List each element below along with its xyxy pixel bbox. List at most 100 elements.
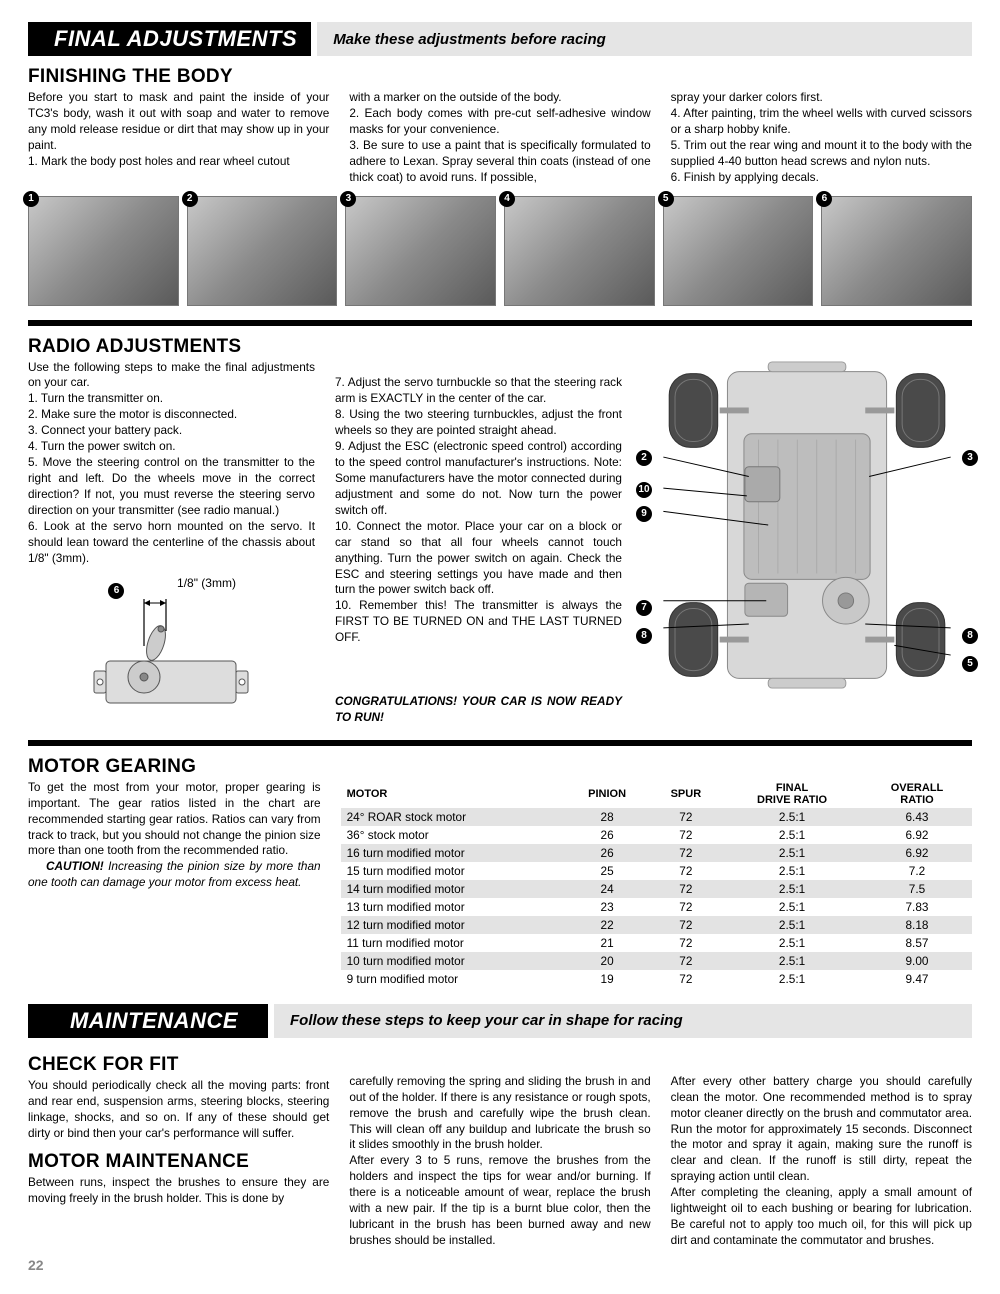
gear-row: 13 turn modified motor23722.5:17.83	[341, 898, 972, 916]
gear-row: 9 turn modified motor19722.5:19.47	[341, 970, 972, 988]
final-adjustments-tab: FINAL ADJUSTMENTS	[28, 22, 311, 56]
gearing-caution-label: CAUTION!	[46, 859, 104, 873]
gear-cell: 26	[565, 826, 650, 844]
gear-cell: 2.5:1	[722, 808, 862, 826]
finishing-photo: 4	[504, 196, 655, 306]
chassis-callout-3: 3	[962, 450, 978, 466]
photo-placeholder	[663, 196, 814, 306]
gear-header: FINAL DRIVE RATIO	[722, 780, 862, 808]
gear-cell: 10 turn modified motor	[341, 952, 565, 970]
servo-label: 1/8" (3mm)	[156, 575, 256, 591]
photo-placeholder	[187, 196, 338, 306]
gear-cell: 6.92	[862, 826, 972, 844]
radio-congrats: CONGRATULATIONS! YOUR CAR IS NOW READY T…	[335, 694, 622, 724]
gear-cell: 72	[650, 844, 723, 862]
servo-diagram: 6 1/8" (3mm)	[28, 575, 315, 715]
radio-list-item: 2. Make sure the motor is disconnected.	[28, 407, 315, 423]
gear-header: PINION	[565, 780, 650, 808]
photo-placeholder	[821, 196, 972, 306]
chassis-diagram: 2 3 10 9 7 8 8 5	[642, 360, 972, 726]
radio-list-item: 1. Turn the transmitter on.	[28, 391, 315, 407]
gear-cell: 72	[650, 880, 723, 898]
gear-cell: 20	[565, 952, 650, 970]
gear-cell: 7.5	[862, 880, 972, 898]
gear-cell: 72	[650, 862, 723, 880]
photo-number-bullet: 5	[658, 191, 674, 207]
finishing-photo: 2	[187, 196, 338, 306]
maintenance-bar: Follow these steps to keep your car in s…	[274, 1004, 972, 1038]
finishing-photo-row: 123456	[28, 196, 972, 306]
gear-cell: 21	[565, 934, 650, 952]
finishing-photo: 3	[345, 196, 496, 306]
check-for-fit-heading: CHECK FOR FIT	[28, 1054, 329, 1076]
chassis-callout-9: 9	[636, 506, 652, 522]
servo-callout-6: 6	[108, 583, 124, 599]
radio-col2-text: 7. Adjust the servo turnbuckle so that t…	[335, 375, 622, 644]
gearing-table-wrap: MOTORPINIONSPURFINAL DRIVE RATIOOVERALL …	[341, 780, 972, 988]
gear-cell: 2.5:1	[722, 844, 862, 862]
maint-col3: After every other battery charge you sho…	[671, 1048, 972, 1249]
gear-cell: 72	[650, 952, 723, 970]
gear-row: 14 turn modified motor24722.5:17.5	[341, 880, 972, 898]
maintenance-columns: CHECK FOR FIT You should periodically ch…	[28, 1048, 972, 1249]
radio-adjustments-heading: RADIO ADJUSTMENTS	[28, 336, 972, 358]
radio-list-item: 3. Connect your battery pack.	[28, 423, 315, 439]
radio-list-item: 4. Turn the power switch on.	[28, 439, 315, 455]
servo-svg	[86, 591, 256, 711]
gear-cell: 2.5:1	[722, 898, 862, 916]
finishing-photo: 5	[663, 196, 814, 306]
gear-cell: 72	[650, 826, 723, 844]
finishing-body-col3: spray your darker colors first. 4. After…	[671, 90, 972, 186]
photo-placeholder	[504, 196, 655, 306]
radio-layout: Use the following steps to make the fina…	[28, 360, 972, 726]
gear-cell: 8.57	[862, 934, 972, 952]
gear-cell: 36° stock motor	[341, 826, 565, 844]
gear-cell: 2.5:1	[722, 880, 862, 898]
gear-cell: 2.5:1	[722, 862, 862, 880]
gear-row: 36° stock motor26722.5:16.92	[341, 826, 972, 844]
chassis-svg	[642, 360, 972, 690]
gear-cell: 9 turn modified motor	[341, 970, 565, 988]
gear-cell: 6.43	[862, 808, 972, 826]
photo-number-bullet: 1	[23, 191, 39, 207]
gear-cell: 2.5:1	[722, 952, 862, 970]
maintenance-tab: MAINTENANCE	[28, 1004, 268, 1038]
photo-number-bullet: 4	[499, 191, 515, 207]
chassis-callout-10: 10	[636, 482, 652, 498]
gear-header: MOTOR	[341, 780, 565, 808]
gear-cell: 72	[650, 916, 723, 934]
gear-cell: 19	[565, 970, 650, 988]
photo-number-bullet: 2	[182, 191, 198, 207]
gear-cell: 72	[650, 898, 723, 916]
radio-col2: 7. Adjust the servo turnbuckle so that t…	[335, 360, 622, 726]
gear-cell: 16 turn modified motor	[341, 844, 565, 862]
gear-cell: 23	[565, 898, 650, 916]
gear-cell: 9.47	[862, 970, 972, 988]
photo-placeholder	[28, 196, 179, 306]
finishing-photo: 1	[28, 196, 179, 306]
gear-cell: 26	[565, 844, 650, 862]
gear-header: SPUR	[650, 780, 723, 808]
gear-cell: 2.5:1	[722, 934, 862, 952]
gear-cell: 14 turn modified motor	[341, 880, 565, 898]
gear-cell: 15 turn modified motor	[341, 862, 565, 880]
gear-row: 24° ROAR stock motor28722.5:16.43	[341, 808, 972, 826]
gear-cell: 24	[565, 880, 650, 898]
gear-header: OVERALL RATIO	[862, 780, 972, 808]
gear-cell: 11 turn modified motor	[341, 934, 565, 952]
finishing-body-col1: Before you start to mask and paint the i…	[28, 90, 329, 186]
motor-maintenance-heading: MOTOR MAINTENANCE	[28, 1151, 329, 1173]
gear-cell: 2.5:1	[722, 970, 862, 988]
gear-cell: 7.2	[862, 862, 972, 880]
finishing-body-columns: Before you start to mask and paint the i…	[28, 90, 972, 186]
gearing-text: To get the most from your motor, proper …	[28, 780, 321, 858]
gear-cell: 2.5:1	[722, 916, 862, 934]
gear-cell: 28	[565, 808, 650, 826]
gear-row: 16 turn modified motor26722.5:16.92	[341, 844, 972, 862]
gear-cell: 72	[650, 808, 723, 826]
gear-cell: 7.83	[862, 898, 972, 916]
gear-cell: 2.5:1	[722, 826, 862, 844]
final-adjustments-bar: Make these adjustments before racing	[317, 22, 972, 56]
motor-gearing-heading: MOTOR GEARING	[28, 756, 972, 778]
photo-placeholder	[345, 196, 496, 306]
